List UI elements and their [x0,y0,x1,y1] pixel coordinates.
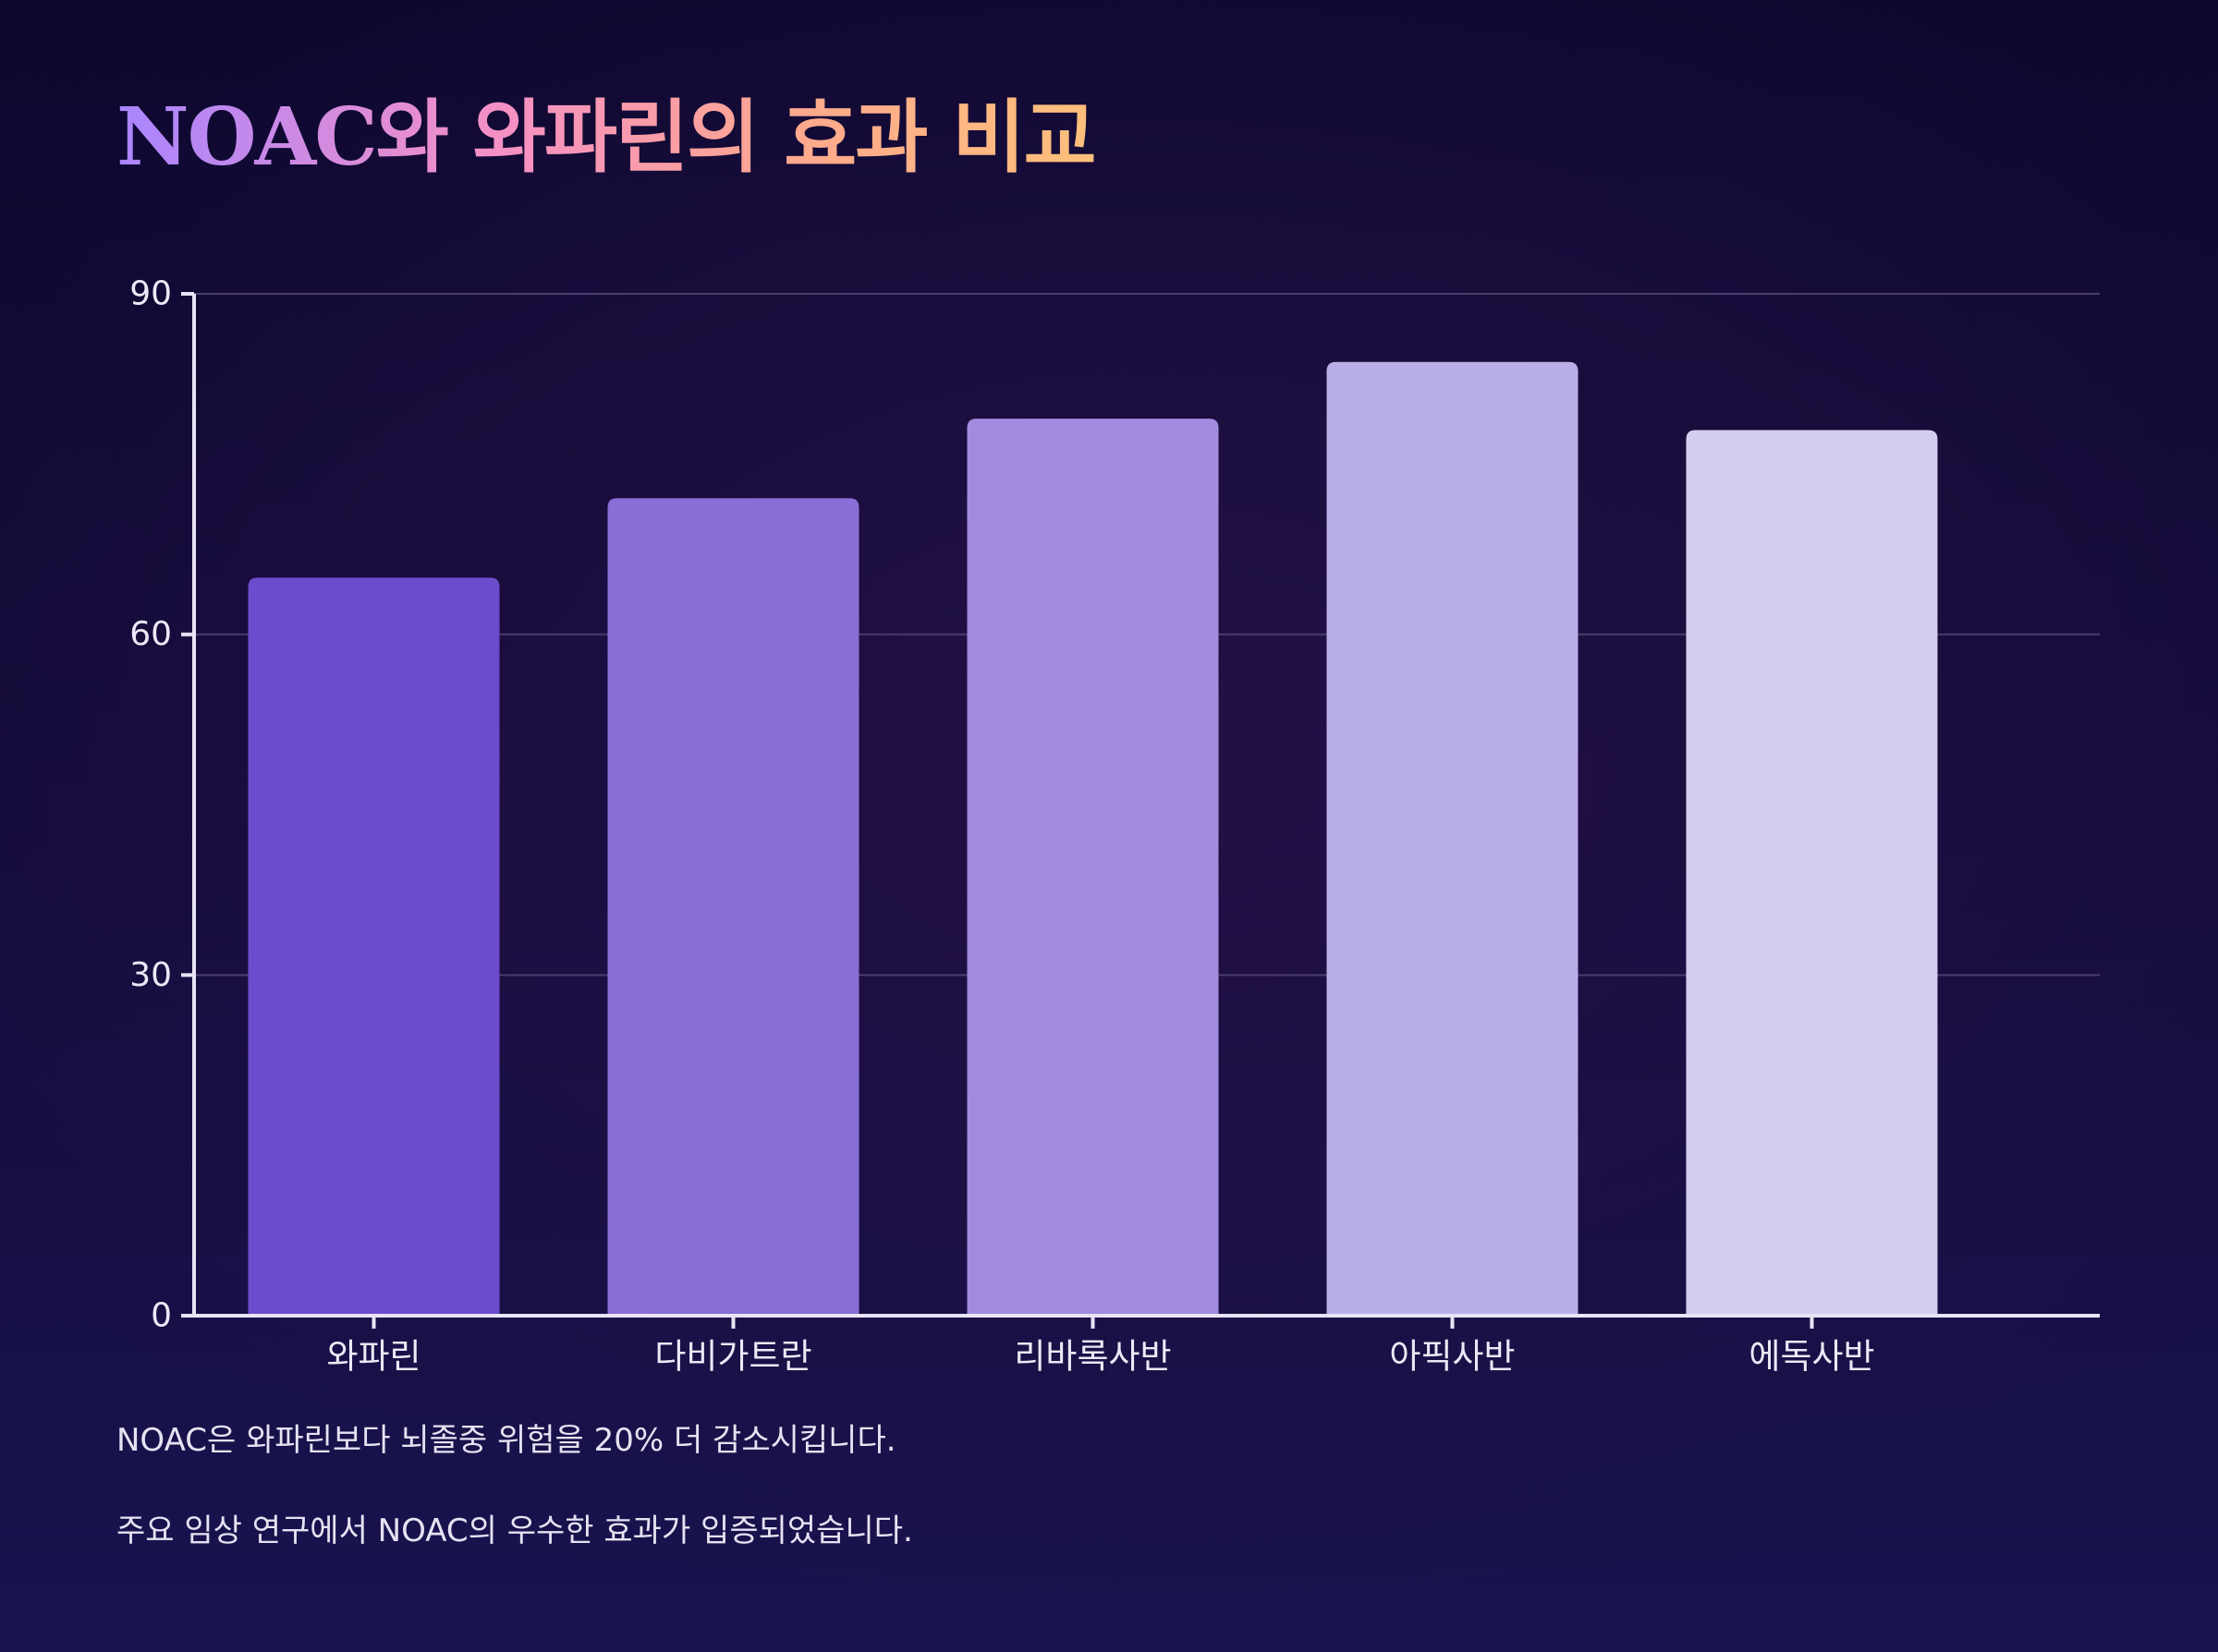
bar-5 [1686,430,1938,1316]
x-tick-label-5: 에독사반 [1749,1337,1874,1377]
bar-3 [967,419,1219,1317]
y-tick-label-0: 0 [151,1297,172,1335]
chart-title: NOAC와 와파린의 효과 비교 [116,78,1097,198]
x-tick-label-2: 다비가트란 [654,1337,811,1377]
bar-1 [248,577,500,1316]
y-tick-label-30: 30 [129,956,172,994]
bar-4 [1326,361,1578,1316]
note-clinical-evidence: 주요 임상 연구에서 NOAC의 우수한 효과가 입증되었습니다. [116,1512,913,1549]
tick-labels: 0 30 60 90 와파린 다비가트란 리바록사반 아픽사반 에독사반 [129,275,1874,1377]
bars [248,361,1938,1317]
bar-2 [607,498,859,1316]
x-tick-label-3: 리바록사반 [1014,1337,1171,1377]
x-tick-label-1: 와파린 [326,1337,420,1377]
y-tick-label-90: 90 [129,275,172,313]
x-tick-label-4: 아픽사반 [1389,1337,1515,1377]
axes [181,292,2100,1329]
y-tick-label-60: 60 [129,615,172,653]
note-stroke-risk: NOAC은 와파린보다 뇌졸중 위험을 20% 더 감소시킵니다. [116,1422,896,1459]
